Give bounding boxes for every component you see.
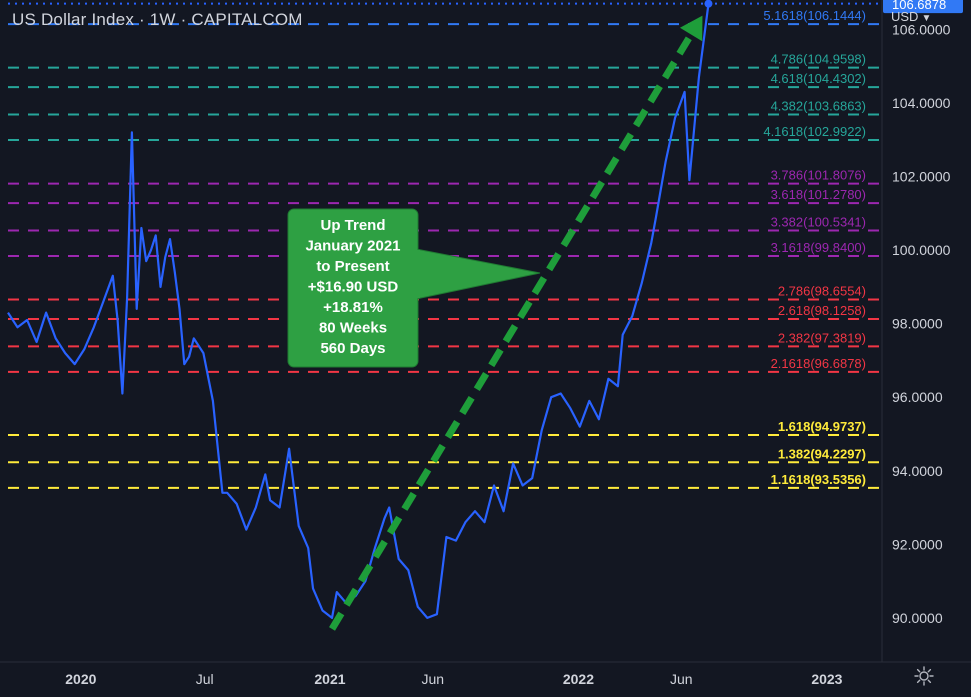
fib-level-label: 2.382(97.3819) bbox=[778, 330, 866, 345]
trend-arrow bbox=[329, 15, 703, 631]
y-tick-label: 98.0000 bbox=[892, 316, 943, 332]
fib-level-label: 2.1618(96.6878) bbox=[771, 356, 866, 371]
currency-label: USD bbox=[891, 9, 919, 24]
y-tick-label: 104.0000 bbox=[892, 95, 951, 111]
annotation-seam bbox=[414, 250, 420, 298]
current-price-label: 106.6878 bbox=[892, 0, 946, 12]
y-tick-label: 102.0000 bbox=[892, 169, 951, 185]
y-tick-label: 96.0000 bbox=[892, 389, 943, 405]
fib-level-label: 4.1618(102.9922) bbox=[763, 124, 866, 139]
price-axis[interactable]: 90.0000 92.0000 94.0000 96.0000 98.0000 100.0… bbox=[883, 0, 963, 626]
x-tick-label: 2022 bbox=[563, 671, 594, 687]
fib-level-label: 5.1618(106.1444) bbox=[763, 8, 866, 23]
gear-icon[interactable] bbox=[912, 664, 936, 688]
fib-levels bbox=[8, 23, 880, 489]
current-price-badge bbox=[883, 0, 963, 14]
annotation-line: January 2021 bbox=[305, 238, 400, 255]
y-tick-label: 94.0000 bbox=[892, 463, 943, 479]
annotation-line: 80 Weeks bbox=[319, 320, 387, 337]
y-tick-label: 90.0000 bbox=[892, 610, 943, 626]
x-tick-label: 2021 bbox=[314, 671, 345, 687]
x-tick-label: 2023 bbox=[811, 671, 842, 687]
y-tick-label: 92.0000 bbox=[892, 536, 943, 552]
time-axis[interactable]: 2020 Jul 2021 Jun 2022 Jun 2023 bbox=[65, 671, 842, 687]
fib-level-label: 4.786(104.9598) bbox=[771, 52, 866, 67]
currency-selector[interactable]: USD ▼ bbox=[891, 9, 931, 24]
fib-level-label: 3.1618(99.8400) bbox=[771, 240, 866, 255]
annotation-line: Up Trend bbox=[320, 217, 385, 234]
price-line bbox=[7, 3, 710, 620]
fib-level-label: 1.382(94.2297) bbox=[778, 446, 866, 461]
x-tick-label: Jun bbox=[421, 671, 444, 687]
fib-level-label: 4.382(103.6863) bbox=[771, 99, 866, 114]
fib-level-label: 1.1618(93.5356) bbox=[771, 472, 866, 487]
fib-level-label: 3.786(101.8076) bbox=[771, 168, 866, 183]
symbol-title[interactable]: US Dollar Index · 1W · CAPITALCOM bbox=[12, 10, 303, 29]
x-tick-label: 2020 bbox=[65, 671, 96, 687]
chevron-down-icon: ▼ bbox=[921, 13, 932, 24]
annotation-line: 560 Days bbox=[320, 340, 385, 357]
last-price-point bbox=[704, 0, 713, 8]
fib-level-label: 1.618(94.9737) bbox=[778, 419, 866, 434]
fib-level-label: 3.382(100.5341) bbox=[771, 214, 866, 229]
trend-arrow-shaft bbox=[329, 32, 695, 631]
trend-annotation: Up Trend January 2021 to Present +$16.90 US… bbox=[287, 208, 541, 368]
y-tick-label: 106.0000 bbox=[892, 21, 951, 37]
annotation-line: to Present bbox=[316, 258, 389, 275]
fib-level-label: 4.618(104.4302) bbox=[771, 71, 866, 86]
fib-level-labels: 5.382(106.8385)5.1618(106.1444)4.786(104… bbox=[763, 8, 866, 487]
fib-level-label: 2.618(98.1258) bbox=[778, 303, 866, 318]
trend-arrow-head bbox=[679, 15, 703, 42]
annotation-line: +$16.90 USD bbox=[308, 279, 399, 296]
annotation-line: +18.81% bbox=[323, 299, 383, 316]
price-series bbox=[7, 0, 880, 620]
x-tick-label: Jul bbox=[196, 671, 214, 687]
fib-level-label: 3.618(101.2780) bbox=[771, 187, 866, 202]
x-tick-label: Jun bbox=[670, 671, 693, 687]
fib-level-label: 2.786(98.6554) bbox=[778, 284, 866, 299]
y-tick-label: 100.0000 bbox=[892, 242, 951, 258]
